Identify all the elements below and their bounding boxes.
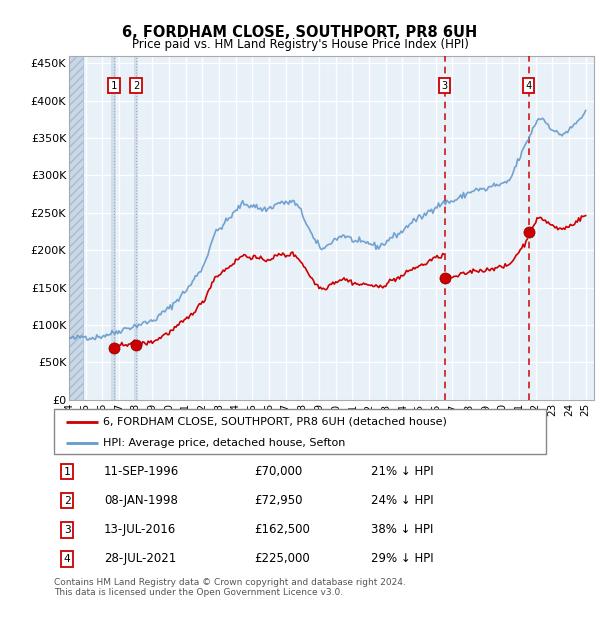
Text: 6, FORDHAM CLOSE, SOUTHPORT, PR8 6UH: 6, FORDHAM CLOSE, SOUTHPORT, PR8 6UH <box>122 25 478 40</box>
Text: Contains HM Land Registry data © Crown copyright and database right 2024.
This d: Contains HM Land Registry data © Crown c… <box>54 578 406 597</box>
Text: 4: 4 <box>64 554 71 564</box>
Text: 2: 2 <box>133 81 139 91</box>
Text: 3: 3 <box>442 81 448 91</box>
Text: 2: 2 <box>64 495 71 506</box>
Text: £70,000: £70,000 <box>254 465 303 478</box>
Text: 1: 1 <box>111 81 117 91</box>
Text: £225,000: £225,000 <box>254 552 310 565</box>
Text: 4: 4 <box>526 81 532 91</box>
Text: 21% ↓ HPI: 21% ↓ HPI <box>371 465 433 478</box>
Text: £72,950: £72,950 <box>254 494 303 507</box>
Text: 08-JAN-1998: 08-JAN-1998 <box>104 494 178 507</box>
Text: 1: 1 <box>64 466 71 477</box>
Text: 6, FORDHAM CLOSE, SOUTHPORT, PR8 6UH (detached house): 6, FORDHAM CLOSE, SOUTHPORT, PR8 6UH (de… <box>103 417 447 427</box>
Text: 24% ↓ HPI: 24% ↓ HPI <box>371 494 433 507</box>
Text: 29% ↓ HPI: 29% ↓ HPI <box>371 552 433 565</box>
Text: 11-SEP-1996: 11-SEP-1996 <box>104 465 179 478</box>
Bar <box>69 56 83 400</box>
FancyBboxPatch shape <box>54 409 546 454</box>
Text: 3: 3 <box>64 525 71 535</box>
Text: 28-JUL-2021: 28-JUL-2021 <box>104 552 176 565</box>
Text: 13-JUL-2016: 13-JUL-2016 <box>104 523 176 536</box>
Text: Price paid vs. HM Land Registry's House Price Index (HPI): Price paid vs. HM Land Registry's House … <box>131 38 469 51</box>
Text: HPI: Average price, detached house, Sefton: HPI: Average price, detached house, Seft… <box>103 438 346 448</box>
Bar <box>112 56 116 400</box>
Text: £162,500: £162,500 <box>254 523 311 536</box>
Text: 38% ↓ HPI: 38% ↓ HPI <box>371 523 433 536</box>
Bar <box>133 56 139 400</box>
